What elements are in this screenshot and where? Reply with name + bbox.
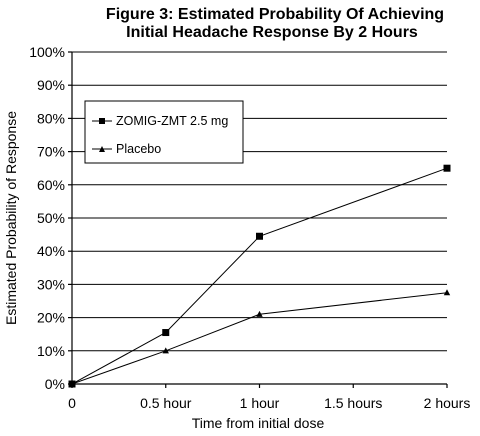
x-tick-label: 0.5 hour [140, 395, 192, 411]
y-tick-label: 60% [37, 177, 65, 193]
y-axis-label: Estimated Probability of Response [3, 111, 19, 325]
chart-title-line-2: Initial Headache Response By 2 Hours [126, 24, 418, 41]
data-point-placebo [443, 289, 451, 296]
data-point-zomig [162, 329, 170, 337]
data-point-zomig [443, 164, 451, 172]
y-tick-label: 100% [29, 44, 65, 60]
x-axis-label: Time from initial dose [192, 415, 325, 431]
legend: ZOMIG-ZMT 2.5 mg Placebo [84, 100, 244, 164]
y-tick-label: 80% [37, 110, 65, 126]
x-tick-label: 1.5 hours [324, 395, 382, 411]
data-point-placebo [256, 310, 263, 317]
legend-marker-placebo [99, 146, 105, 152]
data-point-placebo [68, 380, 76, 387]
y-tick-label: 40% [37, 243, 65, 259]
legend-box [84, 100, 244, 164]
y-tick-label: 90% [37, 77, 65, 93]
gridlines [72, 51, 447, 352]
data-point-placebo [162, 347, 169, 354]
y-tick-label: 10% [37, 343, 65, 359]
series-layer [68, 164, 451, 388]
chart-title-line-1: Figure 3: Estimated Probability Of Achie… [106, 6, 444, 23]
legend-label-zomig: ZOMIG-ZMT 2.5 mg [116, 114, 228, 128]
y-tick-label: 30% [37, 276, 65, 292]
y-tick-label: 0% [45, 376, 65, 392]
x-tick-label: 0 [68, 395, 76, 411]
y-tick-label: 70% [37, 144, 65, 160]
data-point-zomig [256, 232, 263, 240]
legend-marker-zomig [99, 118, 105, 124]
y-tick-label: 50% [37, 210, 65, 226]
y-tick-label: 20% [37, 310, 65, 326]
series-line-zomig [71, 167, 448, 385]
x-tick-label: 1 hour [240, 395, 280, 411]
legend-label-placebo: Placebo [116, 142, 161, 156]
y-axis-ticks: 0% 10% 20% 30% 40% 50% 60% 70% 80% 90% 100% [29, 44, 72, 392]
x-axis-ticks: 0 0.5 hour 1 hour 1.5 hours 2 hours [68, 384, 470, 411]
x-tick-label: 2 hours [424, 395, 471, 411]
series-line-placebo [71, 292, 448, 385]
